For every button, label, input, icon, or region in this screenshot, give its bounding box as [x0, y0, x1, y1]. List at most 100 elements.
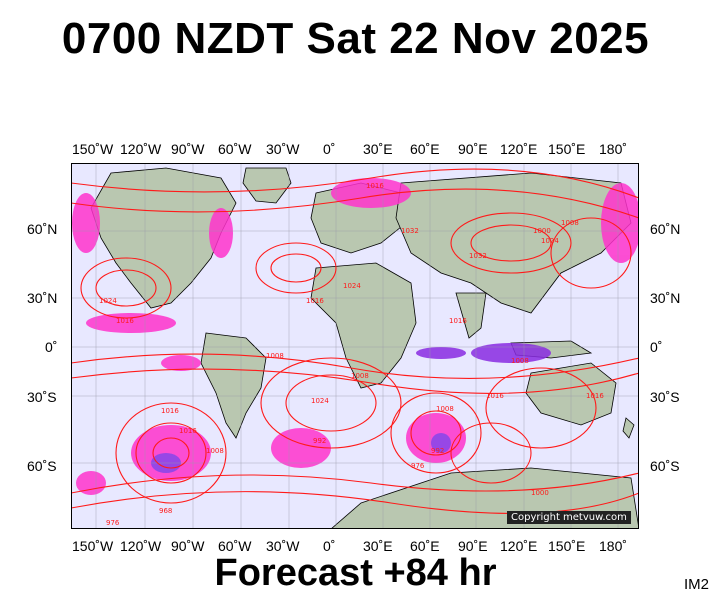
lon-label: 120˚W [120, 141, 162, 157]
isobar-label: 1000 [533, 227, 551, 235]
isobar-label: 1024 [343, 282, 361, 290]
isobar-label: 976 [411, 462, 425, 470]
lat-label: 0˚ [45, 339, 58, 355]
lon-label: 120˚W [120, 538, 162, 554]
isobar [71, 353, 639, 379]
lon-label: 120˚E [500, 538, 538, 554]
isobar-label: 1016 [586, 392, 604, 400]
new-zealand-landmass [622, 417, 635, 439]
isobar [71, 472, 639, 494]
precip-area [76, 471, 106, 495]
precip-area [131, 425, 211, 481]
lat-label: 60˚N [27, 221, 58, 237]
isobar-label: 992 [431, 447, 444, 455]
isobar [390, 392, 482, 474]
africa-landmass [310, 262, 417, 389]
lat-label: 60˚S [27, 458, 57, 474]
isobar-label: 1008 [206, 447, 224, 455]
greenland-landmass [242, 167, 292, 204]
precip-area [331, 178, 411, 208]
isobar [260, 357, 402, 449]
isobar-label: 1016 [306, 297, 324, 305]
lon-label: 0˚ [323, 141, 336, 157]
lat-label: 30˚S [650, 389, 680, 405]
isobar [450, 212, 572, 274]
precip-area [161, 355, 201, 371]
isobar-label: 968 [159, 507, 172, 515]
isobar-label: 1016 [179, 427, 197, 435]
lon-label: 30˚E [363, 538, 393, 554]
lon-label: 0˚ [323, 538, 336, 554]
chart-title: 0700 NZDT Sat 22 Nov 2025 [61, 14, 650, 63]
lat-label: 30˚N [650, 290, 681, 306]
isobar-label: 1016 [449, 317, 467, 325]
isobar-label: 1008 [561, 219, 579, 227]
isobar [270, 253, 322, 283]
land-masses [90, 167, 639, 529]
isobar [71, 188, 639, 219]
map-frame [71, 163, 639, 529]
image-tag: IM2 [683, 576, 709, 593]
isobar-label: 1016 [366, 182, 384, 190]
lon-label: 150˚W [72, 538, 114, 554]
lat-label: 60˚N [650, 221, 681, 237]
isobar-label: 1024 [99, 297, 117, 305]
lon-label: 60˚W [218, 141, 252, 157]
lon-label: 30˚E [363, 141, 393, 157]
lon-label: 60˚E [410, 141, 440, 157]
isobar-label: 1008 [266, 352, 284, 360]
isobar [450, 422, 532, 484]
precip-area [431, 433, 451, 453]
isobar [71, 491, 639, 514]
graticule [71, 163, 639, 529]
lon-label: 180˚ [599, 141, 628, 157]
lon-label: 30˚W [266, 538, 300, 554]
isobar [135, 422, 207, 484]
lon-label: 150˚E [548, 538, 586, 554]
forecast-label: Forecast +84 hr [214, 552, 497, 594]
isobar-label: 1032 [469, 252, 487, 260]
isobar-label: 1008 [511, 357, 529, 365]
lon-label: 90˚E [458, 538, 488, 554]
lon-label: 60˚E [410, 538, 440, 554]
lon-label: 150˚W [72, 141, 114, 157]
isobar-label: 1016 [486, 392, 504, 400]
isobar-label: 992 [313, 437, 326, 445]
isobar [255, 242, 337, 294]
isobar [80, 257, 172, 319]
isobar-label: 1008 [436, 405, 454, 413]
weather-map: 1016 1024 1016 1008 1016 1032 1024 1016 … [71, 163, 639, 529]
lon-label: 180˚ [599, 538, 628, 554]
isobar [470, 224, 552, 262]
isobar [71, 368, 639, 394]
precipitation-areas [72, 178, 639, 495]
isobar [115, 402, 227, 504]
lat-label: 60˚S [650, 458, 680, 474]
precip-area [72, 193, 100, 253]
copyright-notice: Copyright metvuw.com [507, 511, 631, 524]
isobar-label: 1024 [541, 237, 559, 245]
isobar-label: 1008 [351, 372, 369, 380]
lon-label: 30˚W [266, 141, 300, 157]
isobar [95, 269, 157, 307]
isobar-label: 1016 [161, 407, 179, 415]
lon-label: 90˚W [171, 538, 205, 554]
isobar [285, 374, 377, 432]
precip-area [209, 208, 233, 258]
lon-label: 150˚E [548, 141, 586, 157]
isobar-label: 1024 [311, 397, 329, 405]
lon-label: 90˚W [171, 141, 205, 157]
isobar [71, 168, 639, 199]
isobar-label: 1032 [401, 227, 419, 235]
lat-label: 0˚ [650, 339, 663, 355]
isobars [71, 168, 639, 514]
precip-area [86, 313, 176, 333]
north-america-landmass [90, 167, 237, 309]
lat-label: 30˚N [27, 290, 58, 306]
isobar-labels: 1016 1024 1016 1008 1016 1032 1024 1016 … [99, 182, 604, 527]
isobar-label: 1016 [116, 317, 134, 325]
lon-label: 120˚E [500, 141, 538, 157]
isobar [152, 437, 190, 469]
isobar-label: 976 [106, 519, 120, 527]
precip-area [416, 347, 466, 359]
